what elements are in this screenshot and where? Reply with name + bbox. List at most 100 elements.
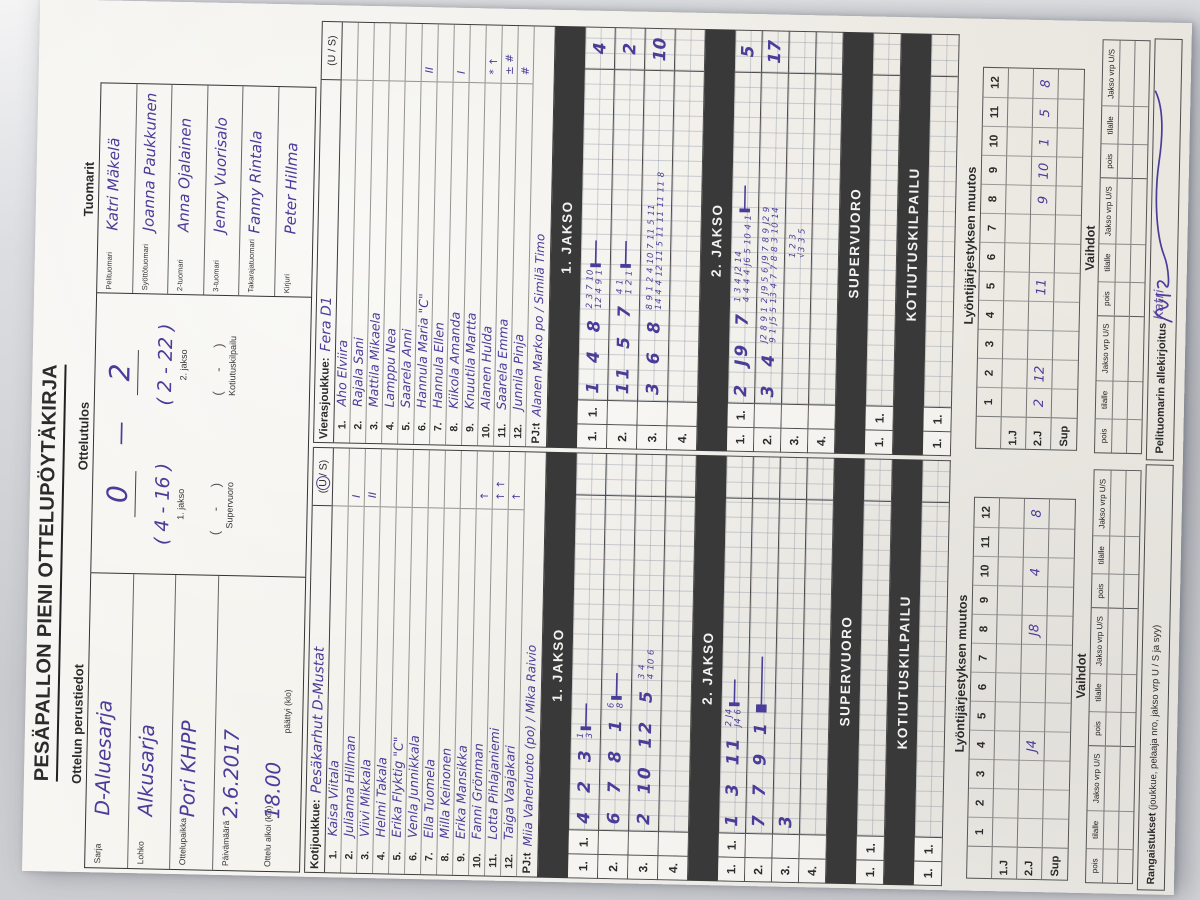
sub-group <box>1117 745 1135 884</box>
batting-cell <box>1045 702 1071 732</box>
player-number: 9. <box>463 422 476 433</box>
basic-info-row-time: Ottelu alkoi (klo) 18.00 päättyi (klo) <box>255 577 304 872</box>
period-scores: ( 4 - 16 ) 1. jakso ( 2 - 22 ) 2. jakso <box>150 295 190 575</box>
row-label2: 1. <box>923 406 951 432</box>
home-team-label: Kotijoukkue: <box>308 799 323 870</box>
away-us-cell: (U / S) <box>321 21 342 81</box>
sub-group <box>1114 177 1132 316</box>
batting-cell <box>1002 329 1028 359</box>
sub-cell <box>1134 42 1149 106</box>
col-number: 5 <box>979 270 1004 301</box>
sub-group <box>1111 315 1129 453</box>
player-number: 6. <box>406 851 419 861</box>
player-number: 9. <box>454 852 467 862</box>
row-label: 1. <box>726 426 754 452</box>
player-number: 3. <box>358 850 371 860</box>
col-number: 9 <box>972 584 998 615</box>
batting-cell <box>1055 185 1082 215</box>
sub-cell <box>1115 243 1131 282</box>
score-total <box>752 457 780 500</box>
row-label2: 1. <box>865 405 893 430</box>
score-big: 3 4 <box>758 351 780 398</box>
player-mark-handwritten: # <box>517 26 534 85</box>
player-mark-handwritten: ↑ ↑ <box>492 451 509 510</box>
batting-cell <box>1017 817 1043 848</box>
col-number: 3 <box>977 328 1003 359</box>
sub-period-label: Jakso vrp U/S <box>1100 323 1111 374</box>
player-number: 3. <box>367 420 380 431</box>
away-substitutions: Vaihdot pois tilalle Jakso vrp U/S pois tila… <box>1077 37 1151 460</box>
batting-cell: 10 <box>1031 155 1057 186</box>
row-label2: 1. <box>568 829 598 854</box>
row-label2: 1. <box>856 835 884 860</box>
col-number: 1 <box>976 386 1002 417</box>
player-number: 11. <box>495 423 508 438</box>
score-total: 4 <box>584 27 615 71</box>
row-label2: 1. <box>718 832 745 857</box>
sub-group <box>1102 745 1120 883</box>
score-tick: ⊢ <box>607 669 626 704</box>
batting-cell: 9 <box>1030 184 1056 215</box>
batting-cell: J8 <box>1021 614 1047 645</box>
batting-cell <box>996 614 1022 644</box>
col-number: 6 <box>970 671 996 702</box>
col-number: 10 <box>973 555 998 586</box>
away-pj-names: Alanen Marko po / Similä Timo <box>529 233 548 417</box>
player-mark-handwritten <box>469 25 486 84</box>
umpire-name-handwritten: Jenny Vuorisalo <box>209 116 231 234</box>
player-mark-handwritten: ± # <box>501 25 518 85</box>
umpire-role-label: 3-tuomari <box>210 259 221 292</box>
sub-in-label: tilalle <box>1095 380 1113 419</box>
sub-cell <box>1133 106 1149 145</box>
col-number: 12 <box>989 76 1002 90</box>
supervuoro-label: Supervuoro <box>224 481 236 529</box>
sub-cell <box>1132 144 1148 179</box>
row-label2: 1. <box>914 836 942 862</box>
batting-cell <box>1055 214 1081 244</box>
batting-cell <box>1004 271 1029 301</box>
batting-cell <box>997 585 1023 615</box>
score-tick: ⊢ <box>752 649 772 719</box>
score-total <box>815 32 843 75</box>
row-label2 <box>658 831 688 856</box>
away-batting-order-table: 1 2 3 4 5 6 7 8 9 10 11 12 1.J 2.J 2 12 11 9 10 1 5 8 Sup <box>975 66 1086 451</box>
player-mark-handwritten: II <box>421 24 438 83</box>
col-number: 11 <box>982 96 1008 127</box>
umpire-row: Takarajatuomari Fanny Rintala <box>239 86 279 297</box>
sub-cell <box>1122 610 1137 674</box>
score-small: 2 J4 J4 6 <box>724 708 744 727</box>
sub-group <box>1132 41 1150 179</box>
sub-cell <box>1117 848 1133 884</box>
batting-cell <box>1002 358 1027 388</box>
row-label: 3. <box>780 427 808 453</box>
player-number: 7. <box>422 852 435 862</box>
col-number: 3 <box>968 758 994 789</box>
sub-out-label: pois <box>1097 280 1115 316</box>
score-big: 1 4 8 <box>582 317 605 394</box>
batting-cell <box>1007 97 1033 127</box>
score-total <box>930 34 959 78</box>
score-total <box>872 33 901 77</box>
row-sup-label: Sup <box>1051 417 1077 450</box>
row-label: 1. <box>922 430 951 456</box>
row-label2 <box>772 833 799 859</box>
sub-out-label: pois <box>1088 710 1106 746</box>
score-total <box>635 454 666 498</box>
batting-cell <box>1018 759 1044 790</box>
batting-cell <box>1046 615 1073 645</box>
umpire-row: 2-tuomari Anna Ojalainen <box>168 84 208 295</box>
basic-info-row: Sarja D-Aluesarja <box>85 573 134 869</box>
batting-cell <box>1042 818 1069 848</box>
sub-cell <box>1119 42 1134 106</box>
row-label: 1. <box>717 856 745 881</box>
away-substitutions-table: pois tilalle Jakso vrp U/S pois tilalle Jakso… <box>1093 39 1151 455</box>
home-substitutions: Vaihdot pois tilalle Jakso vrp U/S pois tila… <box>1068 463 1142 890</box>
player-number: 12. <box>502 853 515 869</box>
row-label2 <box>628 830 658 856</box>
penalties-label-bold: Rangaistukset <box>1144 812 1159 885</box>
sub-group: pois tilalle Jakso vrp U/S <box>1085 744 1105 883</box>
score-tick: ⊢ <box>725 676 745 710</box>
umpire-role-label: Kirjuri <box>281 273 292 294</box>
